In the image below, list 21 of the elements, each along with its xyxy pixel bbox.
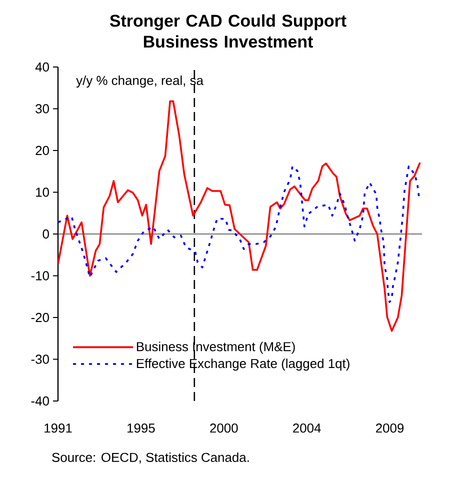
y-tick-label: 30 xyxy=(36,104,49,114)
x-tick-label: 2009 xyxy=(376,424,404,433)
line-series xyxy=(58,165,420,303)
source-note: Source: OECD, Statistics Canada. xyxy=(52,452,249,464)
y-tick-label: 10 xyxy=(36,188,49,197)
x-tick-label: 2000 xyxy=(210,424,238,433)
legend-label: Business Investment (M&E) xyxy=(136,342,295,354)
x-tick-label: 1991 xyxy=(44,424,72,433)
legend-label: Effective Exchange Rate (lagged 1qt) xyxy=(136,358,350,371)
y-tick-label: -10 xyxy=(31,271,49,280)
y-tick-label: 20 xyxy=(36,146,49,156)
x-tick-label: 2004 xyxy=(293,424,321,433)
y-tick-label: -30 xyxy=(31,354,49,364)
y-tick-label: -40 xyxy=(31,396,49,406)
y-tick-label: 40 xyxy=(35,62,49,72)
y-tick-label: -20 xyxy=(31,312,49,322)
y-tick-label: 0 xyxy=(42,229,49,239)
line-series xyxy=(58,100,421,332)
chart-title: Stronger CAD Could Support Business Investment xyxy=(110,14,346,48)
x-tick-label: 1995 xyxy=(128,424,155,433)
annotation: y/y % change, real, sa xyxy=(76,76,204,88)
